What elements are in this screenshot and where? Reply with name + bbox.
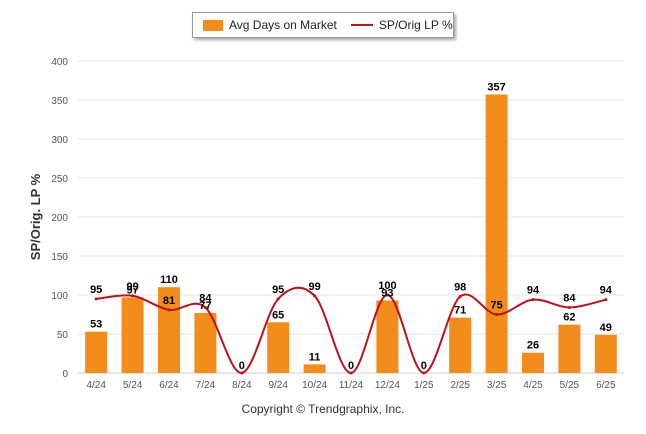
legend: Avg Days on Market SP/Orig LP % [192,12,454,38]
y-tick-label: 300 [51,135,68,146]
x-tick-label: 6/24 [159,380,179,391]
bar [558,324,581,373]
line-point [604,298,608,302]
bar [376,300,399,373]
x-tick-label: 12/24 [375,380,400,391]
x-tick-label: 4/24 [86,380,106,391]
line-value-label: 95 [90,284,102,296]
bar-value-label: 71 [454,305,466,317]
line-value-label: 84 [199,292,212,304]
x-tick-label: 11/24 [339,380,364,391]
x-tick-label: 1/25 [414,380,434,391]
line-value-label: 98 [454,282,466,294]
x-tick-label: 5/24 [123,380,143,391]
bar [267,322,290,373]
x-tick-label: 6/25 [596,380,616,391]
y-tick-label: 0 [62,369,68,380]
x-tick-label: 9/24 [268,380,288,391]
line-value-label: 94 [600,285,613,297]
line-point [94,297,98,301]
line-point [495,313,499,316]
x-tick-label: 3/25 [487,380,507,391]
bar-value-label: 0 [348,360,354,372]
line-value-label: 99 [126,281,138,293]
bar-value-label: 357 [487,82,505,94]
x-tick-label: 4/25 [523,380,543,391]
legend-line-label: SP/Orig LP % [378,18,453,32]
legend-item-line[interactable]: SP/Orig LP % [350,18,453,32]
line-point [385,293,389,297]
bar [449,317,472,373]
y-tick-label: 100 [51,291,68,302]
y-tick-label: 250 [51,174,68,185]
line-point [422,371,426,375]
x-tick-label: 10/24 [302,380,327,391]
bar [194,312,217,373]
bar-value-label: 0 [239,360,245,372]
line-value-label: 81 [163,295,175,307]
x-tick-label: 2/25 [450,380,470,391]
line-point [167,308,171,312]
legend-bar-swatch [203,19,223,31]
bar-value-label: 0 [421,360,427,372]
copyright-text: Copyright © Trendgraphix, Inc. [241,402,405,416]
legend-line-swatch [350,24,373,26]
line-point [313,294,317,298]
x-tick-label: 8/24 [232,380,252,391]
legend-bar-label: Avg Days on Market [229,18,337,32]
bar [594,334,617,373]
bar [85,331,108,373]
bar [522,352,544,373]
y-tick-label: 200 [51,213,68,224]
y-axis-title: SP/Orig. LP % [28,173,43,260]
legend-item-bar[interactable]: Avg Days on Market [203,18,337,32]
y-tick-label: 350 [51,96,68,107]
line-value-label: 100 [378,280,396,292]
bar [485,94,508,373]
line-value-label: 95 [272,284,284,296]
y-tick-label: 150 [51,252,68,263]
bar-value-label: 49 [600,322,612,334]
bar-value-label: 93 [381,287,393,299]
y-tick-label: 400 [51,57,68,68]
line-point [203,305,207,309]
line-point [349,371,353,375]
x-tick-label: 5/25 [560,380,580,391]
bar [303,364,326,373]
bar-value-label: 110 [160,274,178,286]
bar-value-label: 53 [90,319,102,331]
line-point [240,371,244,375]
line-point [531,298,535,302]
y-tick-label: 50 [57,330,69,341]
bar-value-label: 65 [272,309,284,321]
bar-value-label: 77 [199,300,211,312]
bar-value-label: 26 [527,340,539,352]
x-tick-label: 7/24 [196,380,216,391]
bar [121,297,144,373]
bar-value-label: 97 [126,284,138,296]
line-point [131,294,135,298]
line-value-label: 75 [490,300,502,312]
line-value-label: 99 [308,281,320,293]
bar-value-label: 62 [563,312,575,324]
bar-value-label: 11 [309,351,321,363]
line-value-label: 84 [563,292,576,304]
line-value-label: 94 [527,285,540,297]
line-point [458,295,462,299]
line-point [567,305,571,309]
line-point [276,297,280,301]
